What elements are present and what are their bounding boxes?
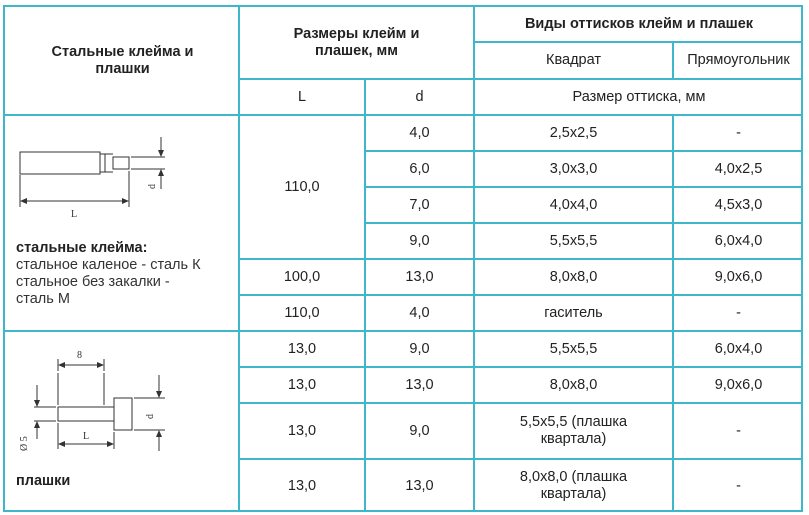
cell-d: 4,0 <box>409 304 430 321</box>
header-d: d <box>415 88 424 105</box>
stamp-label-d: d <box>147 184 158 189</box>
cell-L: 110,0 <box>284 304 320 321</box>
cell-rect: 9,0x6,0 <box>714 376 763 393</box>
header-rect: Прямоугольник <box>687 52 790 68</box>
stamp-label-L: L <box>71 209 77 220</box>
stamps-table: Стальные клейма и плашки Размеры клейм и… <box>3 5 803 512</box>
header-types-title: Виды оттисков клейм и плашек <box>524 15 754 32</box>
stamps-line-2: стальное без закалки - <box>16 274 170 290</box>
cell-rect: 4,5x3,0 <box>714 196 763 213</box>
cell-square: 3,0x3,0 <box>549 160 598 177</box>
cell-square: 5,5x5,5 <box>549 232 598 249</box>
cell-rect: - <box>736 477 741 494</box>
cell-square: 8,0x8,0 <box>549 376 598 393</box>
cell-rect: 9,0x6,0 <box>714 268 763 285</box>
cell-d: 9,0 <box>409 422 430 439</box>
plates-title: плашки <box>16 473 71 489</box>
cell-square: 4,0x4,0 <box>549 196 598 213</box>
cell-d: 13,0 <box>405 477 434 494</box>
cell-d: 7,0 <box>409 196 430 213</box>
header-sizes-title: Размеры клейм и плашек, мм <box>293 25 420 59</box>
cell-L: 13,0 <box>287 340 317 357</box>
cell-d: 9,0 <box>409 232 430 249</box>
stamps-line-1: стальное каленое - сталь К <box>16 257 201 273</box>
cell-square: 5,5x5,5 (плашка квартала) <box>519 414 628 447</box>
cell-rect: - <box>736 124 741 141</box>
cell-square: гаситель <box>544 304 603 321</box>
header-imprint-size: Размер оттиска, мм <box>572 88 706 105</box>
header-square: Квадрат <box>546 52 601 68</box>
cell-d: 13,0 <box>405 268 434 285</box>
cell-d: 6,0 <box>409 160 430 177</box>
cell-rect: 4,0x2,5 <box>714 160 763 177</box>
header-L: L <box>297 88 307 105</box>
cell-rect: - <box>736 422 741 439</box>
cell-L: 13,0 <box>287 477 317 494</box>
header-stamps-title: Стальные клейма и плашки <box>51 43 194 77</box>
cell-L: 13,0 <box>287 422 317 439</box>
cell-square: 2,5x2,5 <box>549 124 598 141</box>
cell-square: 5,5x5,5 <box>549 340 598 357</box>
stamp-drawing: L d <box>19 137 165 220</box>
stamps-title: стальные клейма: <box>16 240 148 256</box>
cell-square: 8,0x8,0 (плашка квартала) <box>519 469 628 502</box>
cell-square: 8,0x8,0 <box>549 268 598 285</box>
plate-label-8: 8 <box>77 350 82 361</box>
plate-label-d: d <box>145 414 156 419</box>
stamps-line-3: сталь М <box>16 291 70 307</box>
cell-rect: - <box>736 304 741 321</box>
cell-d: 4,0 <box>409 124 430 141</box>
cell-d: 9,0 <box>409 340 430 357</box>
plates-description: плашки <box>16 473 70 490</box>
plate-label-L: L <box>83 431 89 442</box>
cell-d: 13,0 <box>405 376 434 393</box>
cell-L: 13,0 <box>287 376 317 393</box>
cell-rect: 6,0x4,0 <box>714 340 763 357</box>
cell-rect: 6,0x4,0 <box>714 232 763 249</box>
stamps-description: стальные клейма: стальное каленое - стал… <box>16 240 201 308</box>
cell-L-merged: 110,0 <box>284 178 320 195</box>
plate-label-dia: Ø 5 <box>19 436 30 451</box>
cell-L: 100,0 <box>283 268 321 285</box>
plate-drawing: 8 L d Ø 5 <box>19 350 165 451</box>
